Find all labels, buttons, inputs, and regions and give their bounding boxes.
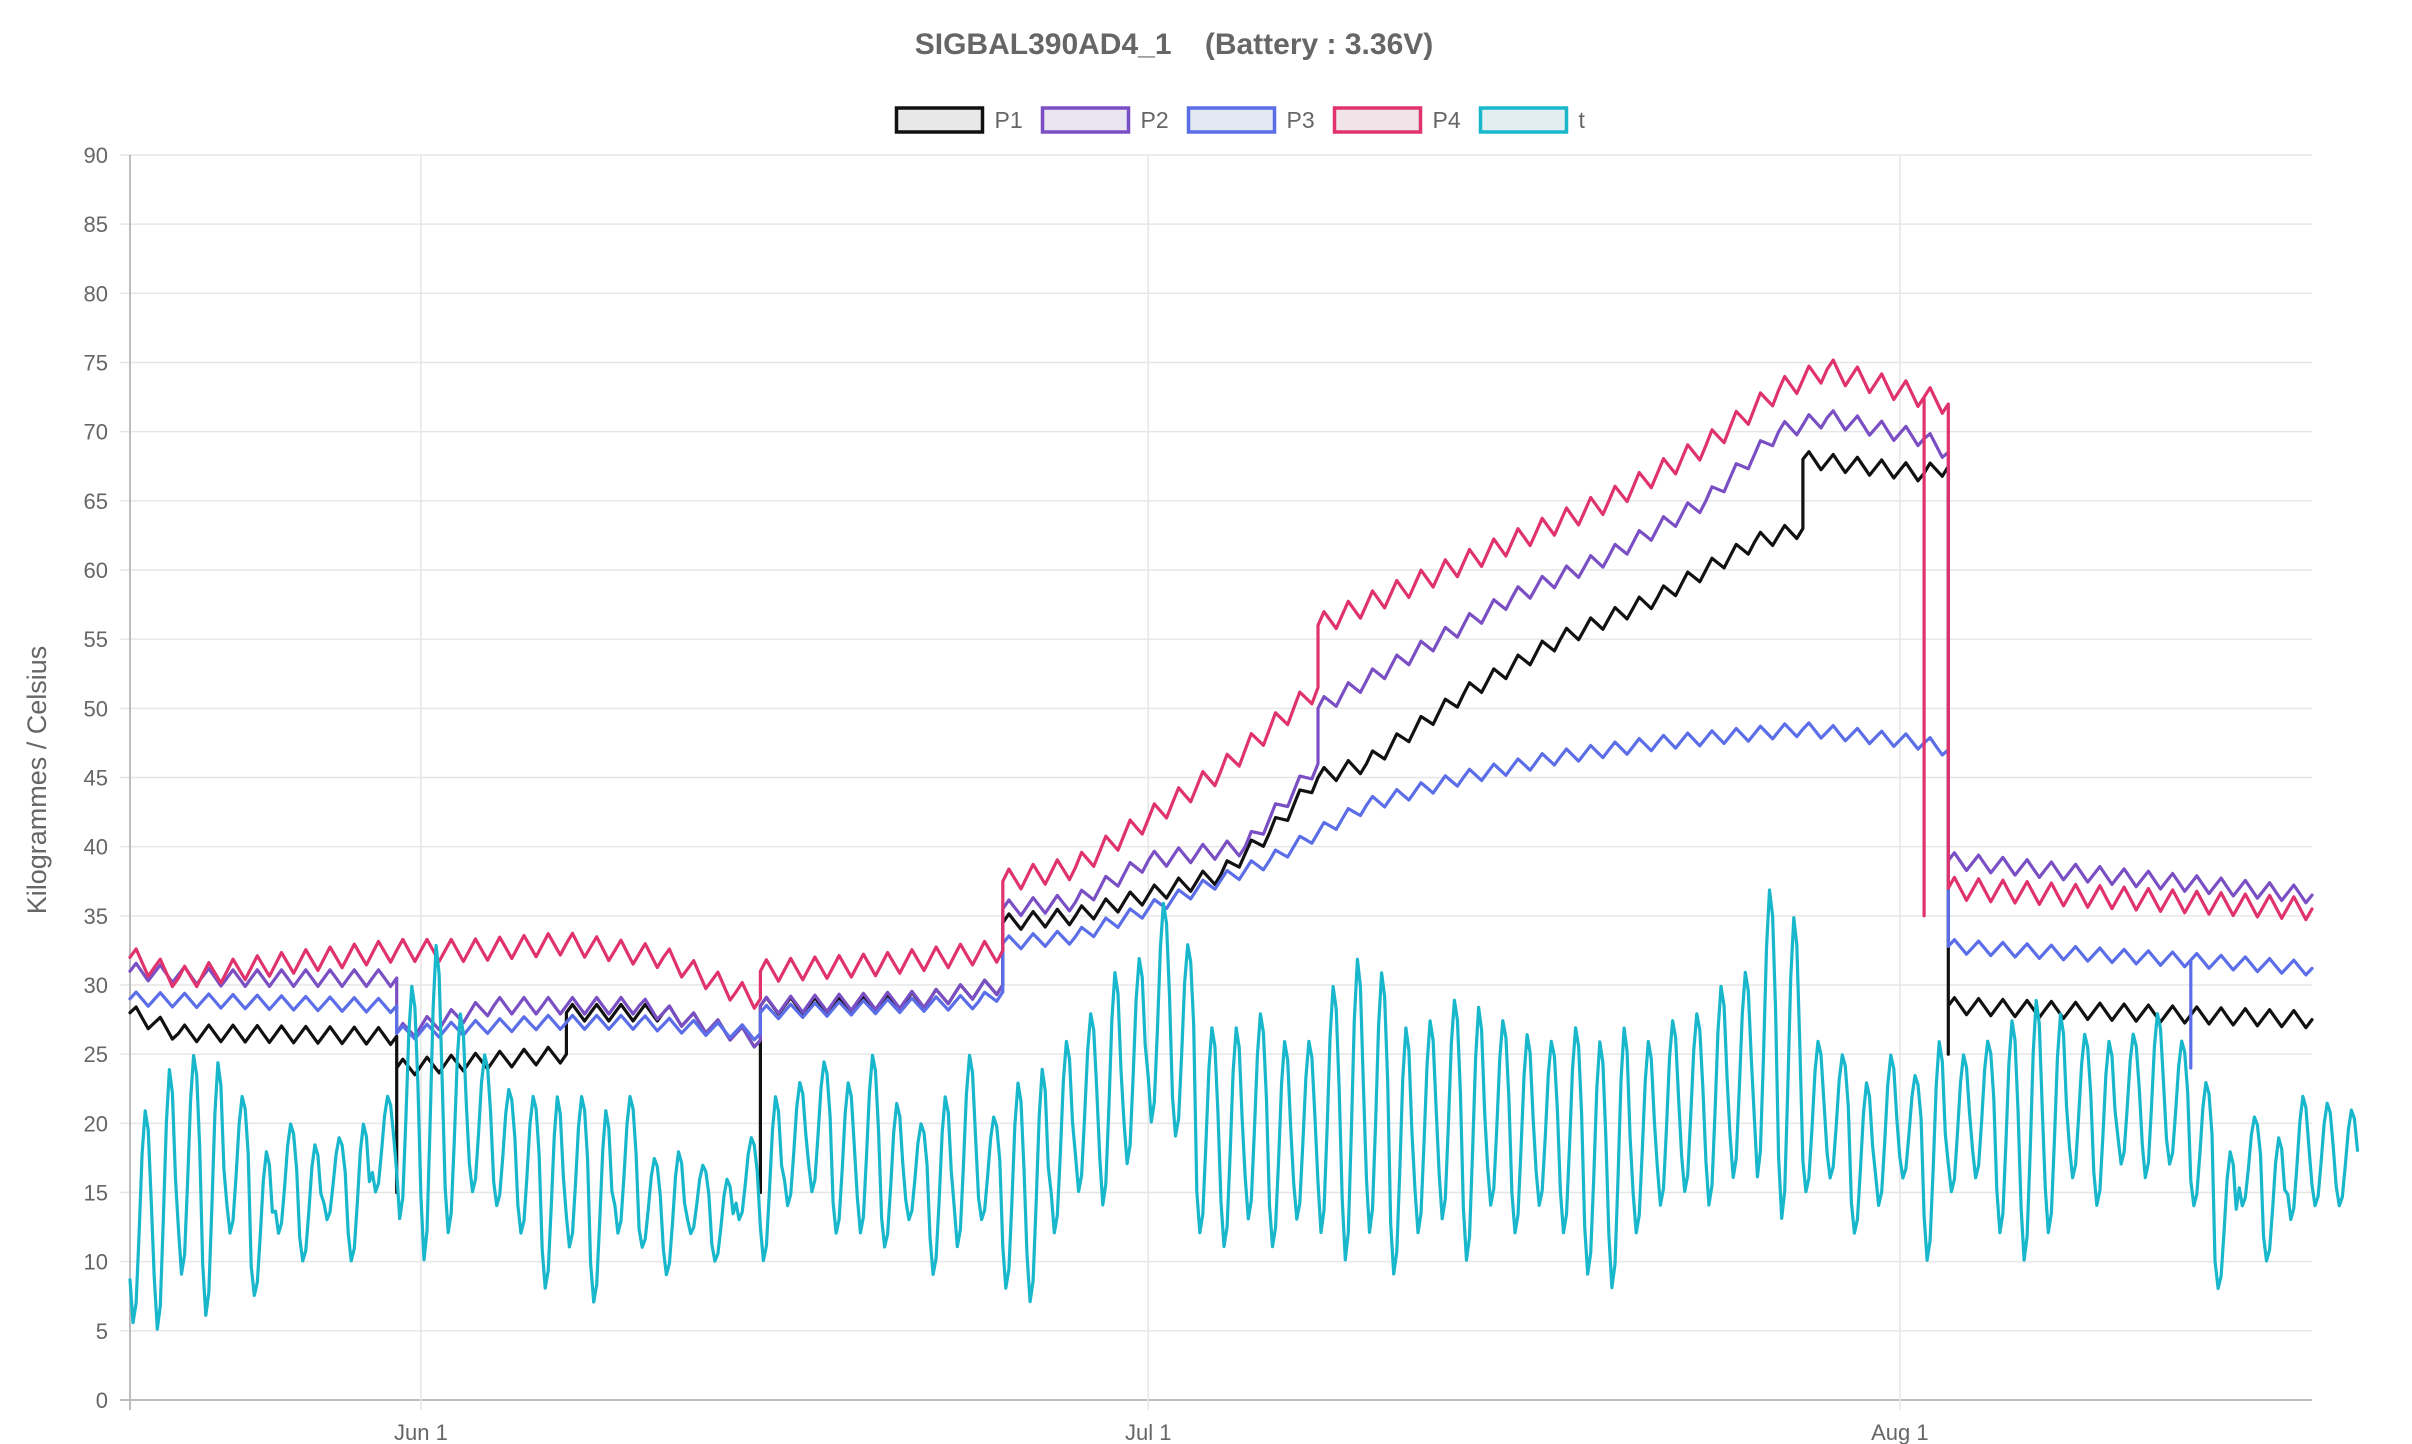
- y-tick-label: 85: [84, 212, 108, 237]
- y-tick-label: 10: [84, 1250, 108, 1275]
- y-tick-label: 75: [84, 351, 108, 376]
- y-tick-label: 80: [84, 281, 108, 306]
- y-tick-label: 55: [84, 627, 108, 652]
- legend-label: P4: [1433, 107, 1461, 133]
- y-tick-label: 0: [96, 1388, 108, 1413]
- y-tick-label: 70: [84, 420, 108, 445]
- series-line-p3: [128, 721, 2314, 1070]
- x-tick-label: Jun 1: [394, 1420, 448, 1444]
- legend-item-p2[interactable]: P2: [1040, 106, 1169, 134]
- y-tick-label: 90: [84, 143, 108, 168]
- legend-item-p3[interactable]: P3: [1186, 106, 1315, 134]
- plot-area: [128, 358, 2360, 1331]
- chart-title: SIGBAL390AD4_1 (Battery : 3.36V): [915, 28, 1434, 61]
- legend-swatch: [894, 106, 985, 134]
- legend-label: P1: [995, 107, 1023, 133]
- legend: P1 P2 P3 P4 t: [894, 106, 1586, 134]
- y-tick-label: 30: [84, 973, 108, 998]
- legend-item-p1[interactable]: P1: [894, 106, 1023, 134]
- series-line-t: [128, 888, 2360, 1331]
- legend-swatch: [1186, 106, 1277, 134]
- y-tick-label: 50: [84, 696, 108, 721]
- x-axis-ticks: Jun 1 Jul 1 Aug 1: [394, 1420, 1929, 1444]
- y-tick-label: 5: [96, 1319, 108, 1344]
- legend-label: t: [1579, 107, 1586, 133]
- y-axis-label: Kilogrammes / Celsius: [22, 646, 52, 915]
- y-tick-label: 65: [84, 489, 108, 514]
- y-tick-label: 20: [84, 1111, 108, 1136]
- y-tick-label: 25: [84, 1042, 108, 1067]
- y-tick-label: 45: [84, 766, 108, 791]
- legend-item-t[interactable]: t: [1478, 106, 1586, 134]
- y-tick-label: 15: [84, 1181, 108, 1206]
- legend-swatch: [1478, 106, 1569, 134]
- x-tick-label: Jul 1: [1125, 1420, 1171, 1444]
- x-tick-label: Aug 1: [1871, 1420, 1929, 1444]
- legend-swatch: [1332, 106, 1423, 134]
- y-tick-label: 60: [84, 558, 108, 583]
- y-tick-label: 35: [84, 904, 108, 929]
- legend-swatch: [1040, 106, 1131, 134]
- legend-item-p4[interactable]: P4: [1332, 106, 1461, 134]
- y-axis-ticks: 0 5 10 15 20 25 30 35 40 45 50 55 60 65 70 75 80 85 90: [84, 143, 108, 1413]
- legend-label: P2: [1141, 107, 1169, 133]
- series-line-p4: [128, 358, 2314, 1010]
- y-tick-label: 40: [84, 835, 108, 860]
- legend-label: P3: [1287, 107, 1315, 133]
